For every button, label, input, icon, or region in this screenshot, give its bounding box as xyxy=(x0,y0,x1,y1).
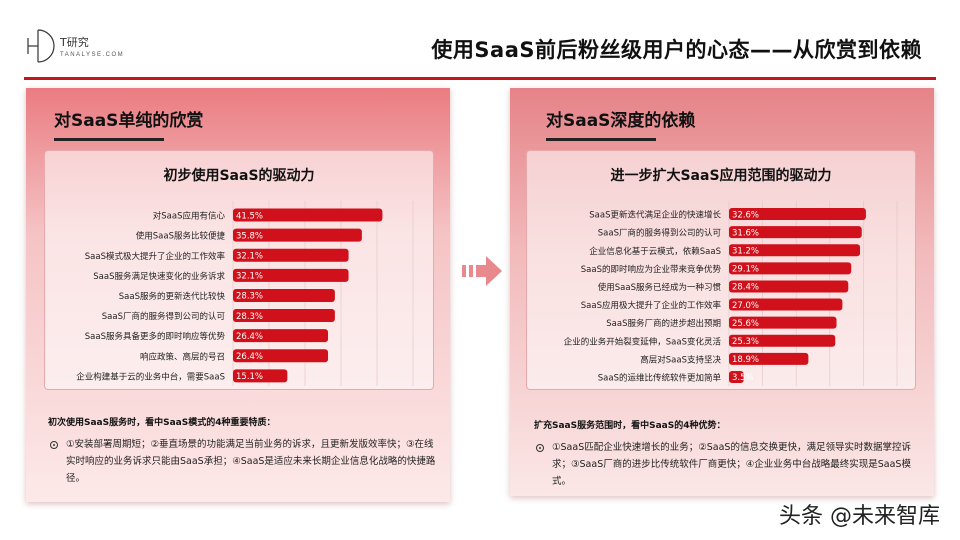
chart-card: 初步使用SaaS的驱动力 对SaaS应用有信心 41.5% 使用SaaS服务比较便捷… xyxy=(44,150,434,390)
section-head: 初次使用SaaS服务时，看中SaaS模式的4种重要特质： xyxy=(48,418,276,428)
category-label: SaaS服务满足快速变化的业务诉求 xyxy=(93,271,225,282)
data-label: 3.5% xyxy=(732,373,754,383)
page-title: 使用SaaS前后粉丝级用户的心态——从欣赏到依赖 xyxy=(431,38,922,62)
chart-card: 进一步扩大SaaS应用范围的驱动力 SaaS更新迭代满足企业的快速增长 32.6%… xyxy=(526,150,916,390)
data-label: 35.8% xyxy=(236,231,263,241)
category-label: SaaS服务具备更多的即时响应等优势 xyxy=(85,331,226,342)
bullet-text: ①SaaS匹配企业快速增长的业务；②SaaS的信息交换更快，满足领导实时数据掌控… xyxy=(552,442,911,487)
brand-name: T研究 xyxy=(60,36,89,49)
brand-domain: TANALYSE.COM xyxy=(60,52,125,58)
initial-drivers-chart: 对SaaS应用有信心 41.5% 使用SaaS服务比较便捷 35.8% SaaS模式极大… xyxy=(76,201,414,386)
data-label: 32.1% xyxy=(236,272,263,282)
category-label: SaaS模式极大提升了企业的工作效率 xyxy=(85,251,226,262)
data-label: 25.6% xyxy=(732,319,759,329)
bar xyxy=(729,370,744,383)
category-label: 企业信息化基于云模式，依赖SaaS xyxy=(589,246,721,257)
bar xyxy=(729,244,861,257)
logo-mark-icon xyxy=(27,29,55,63)
data-label: 31.2% xyxy=(732,246,759,256)
data-label: 41.5% xyxy=(236,211,263,221)
bullet-text: ①安装部署周期短；②垂直场景的功能满足当前业务的诉求，且更新发版效率快；③在线实… xyxy=(66,439,436,484)
panel-title: 对SaaS深度的依赖 xyxy=(546,111,696,131)
category-label: 企业的业务开始裂变延伸，SaaS变化灵活 xyxy=(564,336,722,347)
category-label: 响应政策、高层的号召 xyxy=(140,351,225,362)
category-label: SaaS的运维比传统软件更加简单 xyxy=(598,372,722,383)
data-label: 27.0% xyxy=(732,301,759,311)
section-head: 扩充SaaS服务范围时，看中SaaS的4种优势： xyxy=(534,421,726,431)
category-label: SaaS应用极大提升了企业的工作效率 xyxy=(581,300,722,311)
bar xyxy=(729,316,837,329)
category-label: 使用SaaS服务已经成为一种习惯 xyxy=(598,282,722,293)
bar xyxy=(729,208,866,221)
chart-title: 初步使用SaaS的驱动力 xyxy=(163,168,315,184)
dependence-panel: 对SaaS深度的依赖 进一步扩大SaaS应用范围的驱动力 SaaS更新迭代满足企… xyxy=(510,88,934,496)
bar xyxy=(729,226,862,239)
category-label: 企业构建基于云的业务中台，需要SaaS xyxy=(76,371,225,382)
data-label: 31.6% xyxy=(732,228,759,238)
bar xyxy=(729,298,843,311)
data-label: 26.4% xyxy=(236,332,263,342)
data-label: 28.3% xyxy=(236,292,263,302)
bar xyxy=(233,228,362,242)
bar xyxy=(729,334,836,347)
expansion-drivers-chart: SaaS更新迭代满足企业的快速增长 32.6% SaaS厂商的服务得到公司的认可 31… xyxy=(564,201,898,386)
data-label: 28.4% xyxy=(732,283,759,293)
bullet-icon xyxy=(50,441,58,449)
bar xyxy=(233,208,383,222)
data-label: 26.4% xyxy=(236,352,263,362)
data-label: 32.1% xyxy=(236,251,263,261)
bar xyxy=(233,268,349,282)
category-label: 对SaaS应用有信心 xyxy=(153,211,226,222)
category-label: 使用SaaS服务比较便捷 xyxy=(136,231,226,242)
category-label: 高层对SaaS支持坚决 xyxy=(640,354,721,365)
appreciation-panel: 对SaaS单纯的欣赏 初步使用SaaS的驱动力 对SaaS应用有信心 41.5% 使… xyxy=(26,88,450,502)
category-label: SaaS厂商的服务得到公司的认可 xyxy=(598,228,722,239)
bar xyxy=(233,329,329,343)
bar xyxy=(233,288,335,302)
bar xyxy=(729,352,809,365)
category-label: SaaS厂商的服务得到公司的认可 xyxy=(102,311,226,322)
data-label: 32.6% xyxy=(732,210,759,220)
bar xyxy=(233,248,349,262)
data-label: 29.1% xyxy=(732,265,759,275)
bar xyxy=(729,280,849,293)
bar xyxy=(233,369,288,383)
watermark: 头条 @未来智库 xyxy=(779,504,940,529)
data-label: 18.9% xyxy=(732,355,759,365)
chart-title: 进一步扩大SaaS应用范围的驱动力 xyxy=(610,168,832,184)
category-label: SaaS更新迭代满足企业的快速增长 xyxy=(589,210,721,221)
category-label: SaaS服务厂商的进步超出预期 xyxy=(606,318,721,329)
panel-title: 对SaaS单纯的欣赏 xyxy=(54,111,204,131)
data-label: 25.3% xyxy=(732,337,759,347)
bar xyxy=(233,309,335,323)
transition-arrow-icon xyxy=(462,256,502,286)
bar xyxy=(729,262,852,275)
panel-title-underline xyxy=(54,138,164,141)
bullet-icon xyxy=(536,444,544,452)
data-label: 28.3% xyxy=(236,312,263,322)
bar xyxy=(233,349,329,363)
data-label: 15.1% xyxy=(236,372,263,382)
title-divider xyxy=(24,77,936,80)
brand-logo: T研究 TANALYSE.COM xyxy=(24,26,134,66)
panel-title-underline xyxy=(546,138,656,141)
category-label: SaaS服务的更新迭代比较快 xyxy=(119,291,226,302)
category-label: SaaS的即时响应为企业带来竞争优势 xyxy=(581,264,722,275)
